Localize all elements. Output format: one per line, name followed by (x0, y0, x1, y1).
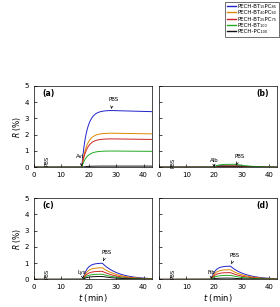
Text: PBS: PBS (170, 269, 175, 279)
Text: Lys: Lys (77, 270, 86, 278)
Legend: PECH-BT₁₅PC₈₅, PECH-BT₄₀PC₆₀, PECH-BT₂₅PC₇₅, PECH-BT₁₀₀, PECH-PC₁₀₀: PECH-BT₁₅PC₈₅, PECH-BT₄₀PC₆₀, PECH-BT₂₅P… (225, 2, 279, 37)
Text: PBS: PBS (108, 97, 118, 108)
Text: Alb: Alb (209, 157, 218, 166)
Text: PBS: PBS (45, 269, 50, 279)
Text: Fib: Fib (207, 270, 215, 278)
Text: PBS: PBS (45, 156, 50, 166)
Text: PBS: PBS (229, 254, 240, 264)
Text: PBS: PBS (235, 154, 245, 165)
Y-axis label: $R$ (%): $R$ (%) (11, 227, 23, 250)
Text: (d): (d) (256, 201, 269, 210)
X-axis label: $t$ (min): $t$ (min) (78, 292, 108, 304)
Text: PBS: PBS (101, 250, 112, 261)
Text: Avi: Avi (76, 154, 84, 166)
Y-axis label: $R$ (%): $R$ (%) (11, 115, 23, 138)
Text: PBS: PBS (170, 157, 175, 168)
Text: (b): (b) (256, 89, 269, 98)
Text: (a): (a) (42, 89, 54, 98)
X-axis label: $t$ (min): $t$ (min) (203, 292, 233, 304)
Text: (c): (c) (42, 201, 53, 210)
